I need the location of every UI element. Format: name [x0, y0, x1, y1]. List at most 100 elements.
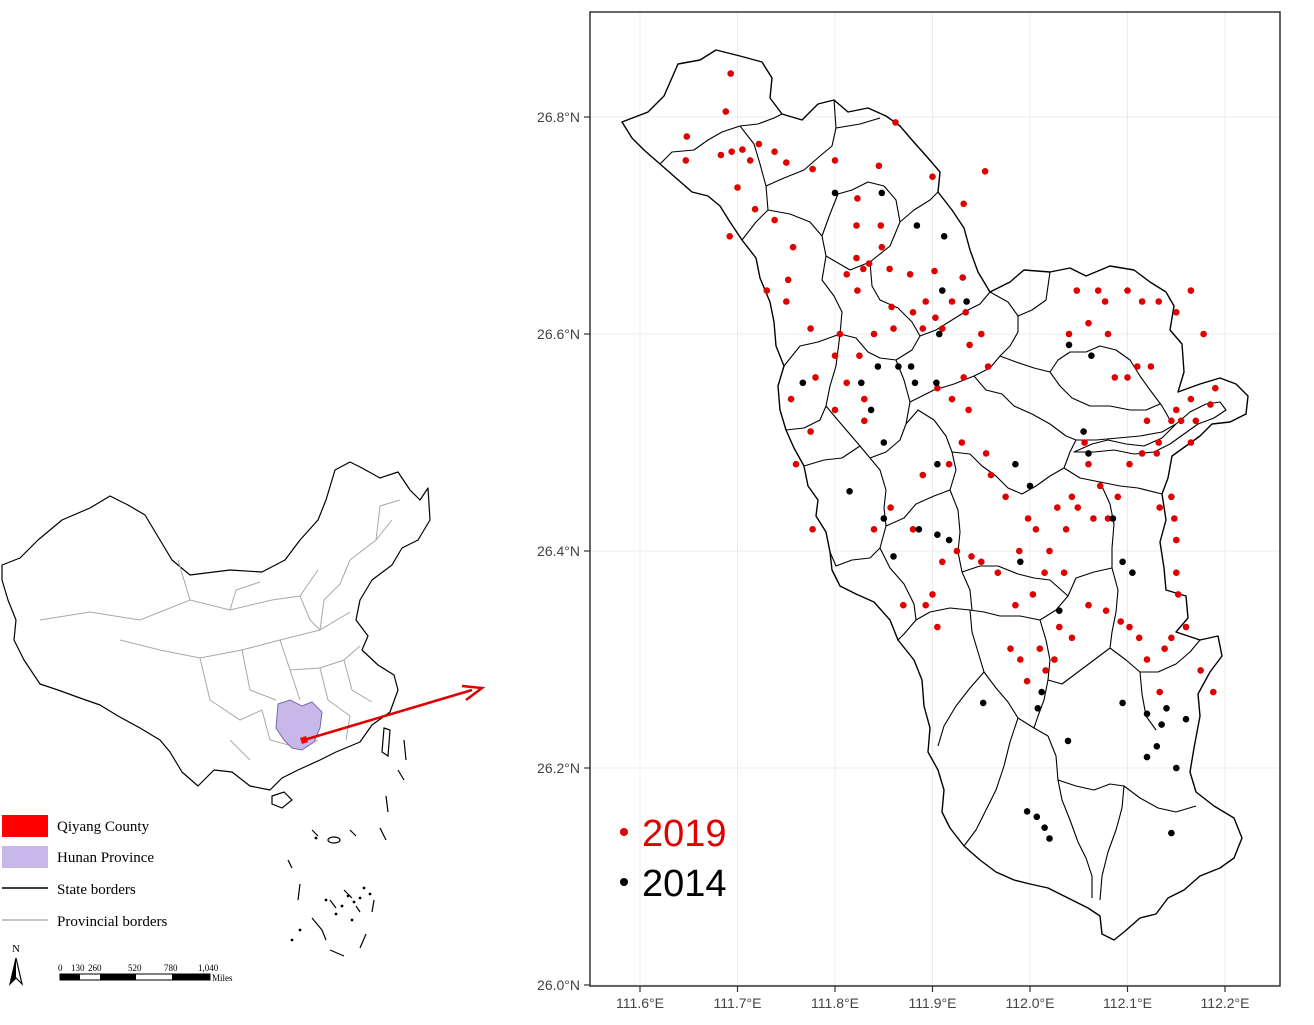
y-tick-label: 26.2°N — [537, 760, 580, 776]
sample-points — [682, 70, 1219, 842]
axis-ticks: 111.6°E 111.7°E 111.8°E 111.9°E 112.0°E 112.1… — [537, 109, 1249, 1011]
sample-point-2019 — [717, 151, 725, 159]
sample-point-2019 — [978, 558, 985, 566]
sample-point-2014 — [979, 699, 987, 707]
sample-point-2014 — [1080, 428, 1087, 435]
sample-point-2019 — [1068, 634, 1076, 642]
sample-point-2019 — [1210, 688, 1217, 696]
sample-point-2019 — [1065, 330, 1073, 338]
provincial-borders — [39, 499, 401, 761]
sample-point-2019 — [783, 159, 790, 166]
y-tick-label: 26.8°N — [537, 109, 580, 125]
y-tick-label: 26.6°N — [537, 326, 580, 342]
sample-point-2019 — [1096, 482, 1104, 490]
sample-point-2019 — [1029, 591, 1037, 598]
y-tick-label: 26.0°N — [537, 977, 580, 993]
sample-point-2019 — [934, 623, 941, 631]
sample-point-2019 — [1126, 623, 1133, 631]
sample-point-2019 — [1114, 493, 1122, 501]
sample-point-2014 — [1017, 558, 1024, 566]
x-tick-label: 111.9°E — [909, 995, 957, 1011]
county-outer-boundary — [621, 49, 1249, 941]
sample-point-2019 — [959, 274, 966, 281]
sample-point-2019 — [843, 379, 850, 387]
sample-point-2014 — [945, 536, 953, 544]
sample-point-2019 — [1192, 417, 1200, 425]
sample-point-2019 — [1104, 515, 1112, 522]
sample-point-2019 — [1060, 569, 1068, 576]
sample-point-2014 — [831, 189, 839, 197]
scale-tick-260: 260 — [88, 963, 102, 973]
sample-point-2019 — [1168, 417, 1175, 425]
sample-point-2014 — [1041, 824, 1048, 831]
sample-point-2019 — [1017, 656, 1024, 663]
sample-point-2019 — [981, 168, 989, 175]
sample-point-2014 — [963, 298, 970, 305]
sample-point-2019 — [1042, 667, 1049, 674]
sample-point-2014 — [1088, 352, 1095, 360]
sample-point-2019 — [854, 195, 861, 202]
sample-point-2014 — [1065, 341, 1073, 349]
sample-point-2019 — [1124, 374, 1131, 381]
sample-point-2019 — [726, 233, 733, 240]
sample-point-2019 — [1168, 634, 1175, 642]
year-legend-label-2019: 2019 — [642, 813, 727, 855]
sample-point-2019 — [1068, 493, 1076, 501]
sample-point-2019 — [853, 222, 860, 229]
sample-point-2019 — [965, 406, 972, 414]
sample-point-2019 — [909, 526, 917, 533]
china-state-border — [1, 461, 431, 791]
sample-point-2019 — [1156, 504, 1163, 511]
sample-point-2014 — [1026, 482, 1034, 490]
sample-point-2019 — [984, 363, 992, 370]
sample-point-2014 — [1023, 808, 1031, 815]
sample-point-2019 — [1104, 330, 1112, 338]
sample-point-2019 — [751, 205, 759, 213]
scale-tick-780: 780 — [164, 963, 178, 973]
taiwan-island — [381, 727, 391, 758]
south-china-sea-dots — [290, 836, 372, 942]
sample-point-2019 — [877, 222, 885, 229]
x-tick-label: 111.6°E — [616, 995, 664, 1011]
sample-point-2014 — [1119, 558, 1126, 566]
sample-point-2014 — [1046, 835, 1053, 842]
sample-point-2019 — [892, 119, 899, 126]
sample-point-2019 — [1062, 526, 1070, 533]
china-inset-map — [1, 461, 486, 957]
sample-point-2019 — [1138, 298, 1146, 305]
north-label: N — [12, 943, 20, 955]
sample-point-2019 — [1182, 623, 1190, 631]
sample-point-2014 — [1119, 699, 1126, 707]
legend-swatch-qiyang — [2, 815, 48, 837]
township-boundaries — [659, 99, 1201, 901]
sample-point-2014 — [1153, 743, 1161, 750]
sample-point-2019 — [771, 148, 778, 155]
sample-point-2014 — [846, 488, 853, 495]
sample-point-2019 — [861, 417, 868, 425]
sample-point-2019 — [789, 243, 797, 251]
sample-point-2019 — [1126, 460, 1133, 468]
sample-point-2019 — [909, 309, 917, 316]
sample-point-2019 — [890, 325, 897, 332]
sample-point-2019 — [728, 148, 735, 155]
sample-point-2019 — [1054, 504, 1061, 511]
sample-point-2019 — [948, 395, 956, 403]
sample-point-2019 — [1173, 406, 1180, 414]
sample-point-2019 — [1032, 526, 1040, 533]
sample-point-2019 — [906, 271, 914, 278]
sample-point-2019 — [1085, 319, 1092, 327]
sample-point-2014 — [939, 287, 946, 294]
sample-point-2019 — [1024, 515, 1032, 522]
sample-point-2019 — [843, 271, 850, 278]
sample-point-2019 — [860, 265, 867, 273]
sample-point-2019 — [1153, 450, 1161, 457]
sample-point-2019 — [1207, 401, 1214, 408]
sample-point-2019 — [683, 133, 691, 140]
sample-point-2019 — [1197, 667, 1204, 674]
legend-swatch-hunan — [2, 846, 48, 868]
sample-point-2019 — [888, 303, 895, 311]
north-arrow: N — [8, 943, 24, 986]
sample-point-2014 — [907, 363, 915, 370]
sample-point-2019 — [1173, 309, 1180, 316]
sample-point-2014 — [867, 406, 875, 414]
